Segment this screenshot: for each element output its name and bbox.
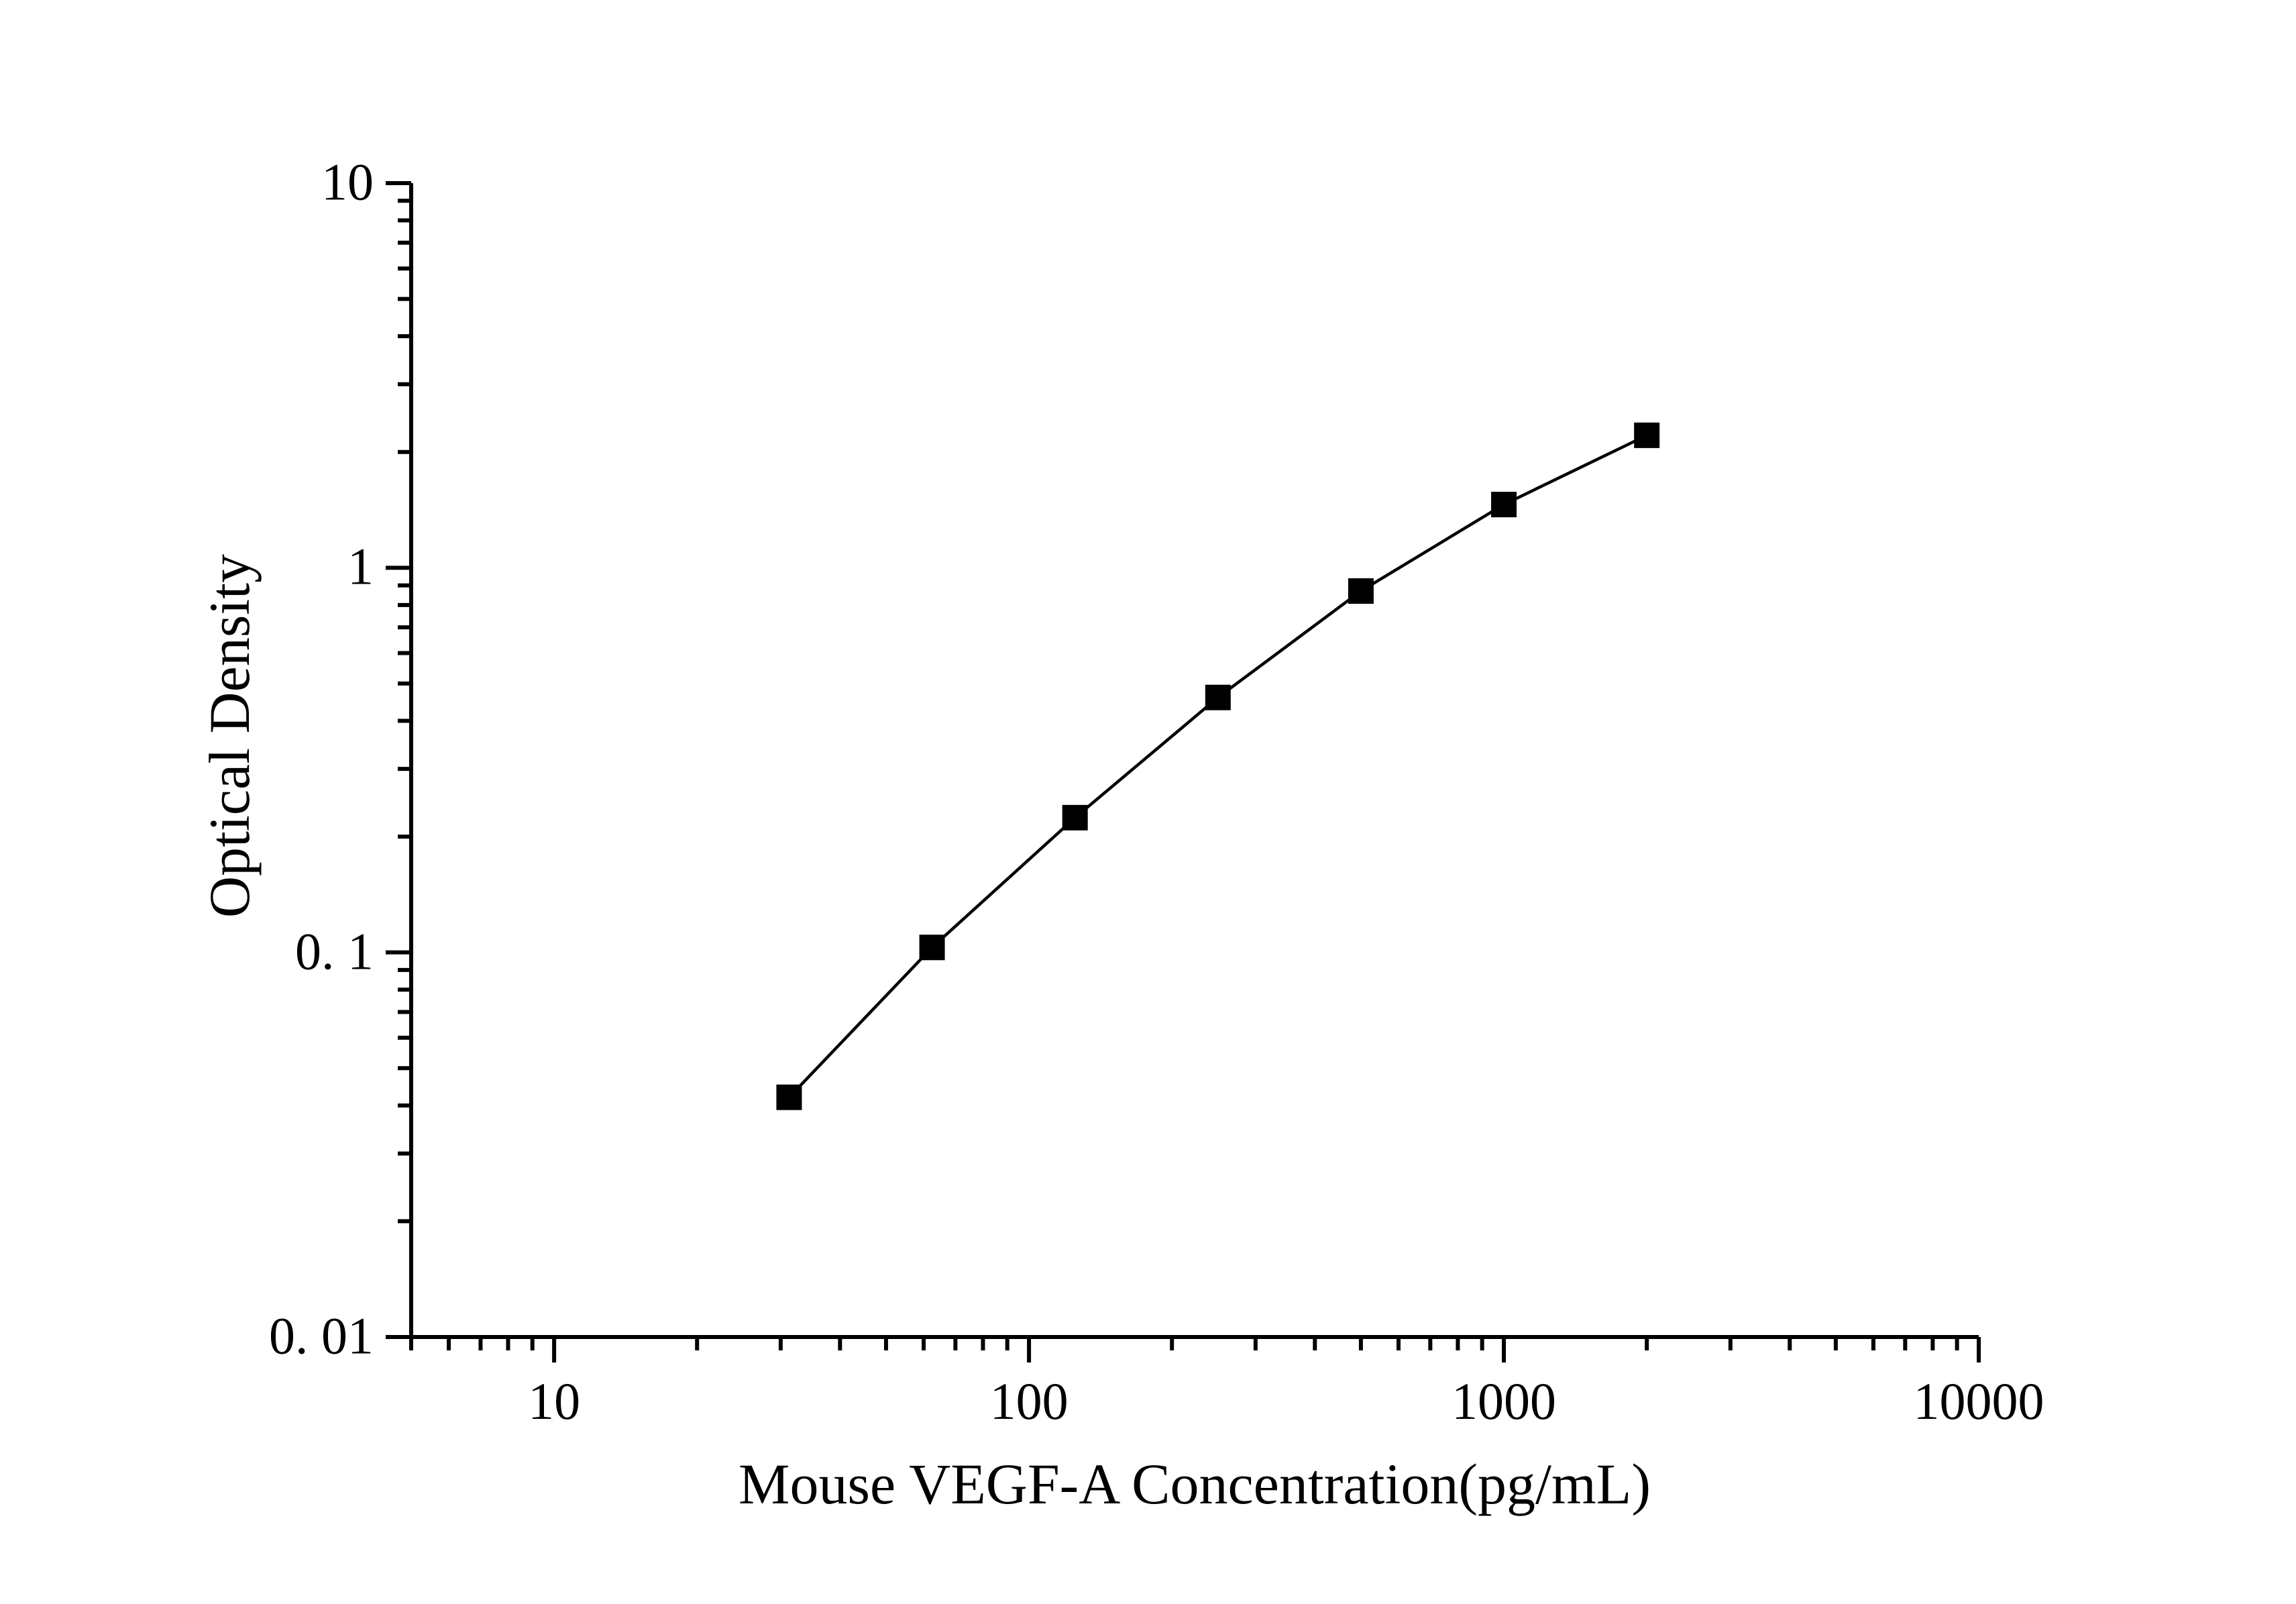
y-tick-label: 10 [321, 152, 374, 211]
x-tick-label: 10 [528, 1372, 581, 1430]
x-tick-label: 100 [989, 1372, 1069, 1430]
y-tick-label: 0. 01 [269, 1306, 374, 1365]
data-point-marker [1205, 684, 1231, 710]
standard-curve-line [787, 433, 1648, 1099]
data-point-marker [1634, 422, 1660, 448]
y-axis-title: Optical Density [197, 553, 262, 918]
y-tick-label: 0. 1 [295, 922, 374, 981]
data-point-marker [776, 1084, 802, 1110]
data-point-marker [919, 934, 945, 961]
data-point-marker [1062, 804, 1088, 831]
axes-lines [409, 183, 1979, 1339]
data-point-marker [1348, 578, 1374, 604]
y-tick-label: 1 [347, 537, 374, 596]
data-point-marker [1491, 492, 1517, 518]
x-tick-label: 1000 [1452, 1372, 1557, 1430]
x-axis-title: Mouse VEGF-A Concentration(pg/mL) [739, 1452, 1651, 1516]
x-tick-label: 10000 [1913, 1372, 2044, 1430]
